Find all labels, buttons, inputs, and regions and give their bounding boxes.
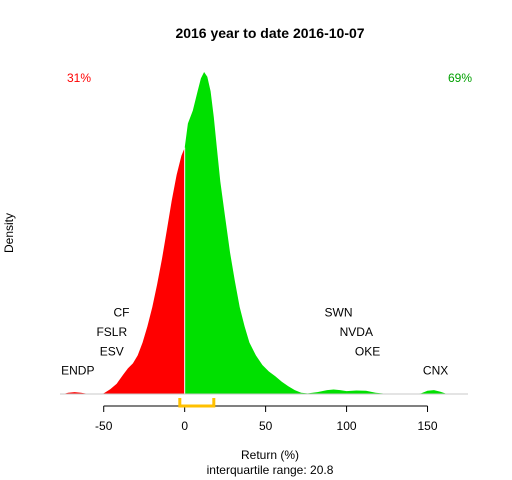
x-tick-label: 100 xyxy=(337,419,357,433)
positive-returns-area xyxy=(184,72,447,394)
x-tick-label: 50 xyxy=(259,419,273,433)
ticker-annotation: CF xyxy=(114,306,130,320)
negative-share-label: 31% xyxy=(67,71,91,85)
negative-returns-area xyxy=(63,147,185,394)
x-tick-label: 0 xyxy=(181,419,188,433)
density-area-group xyxy=(63,72,447,394)
interquartile-range-bracket xyxy=(178,398,216,408)
x-tick-label: 150 xyxy=(418,419,438,433)
ticker-annotation: FSLR xyxy=(96,325,127,339)
ticker-annotations: CF FSLR ESV ENDP SWN NVDA OKE CNX xyxy=(61,306,448,378)
x-axis-ticks: -50 0 50 100 150 xyxy=(95,406,438,433)
ticker-annotation: NVDA xyxy=(340,325,373,339)
x-axis-label: Return (%) xyxy=(241,448,299,462)
ticker-annotation: CNX xyxy=(423,364,448,378)
iqr-subtitle: interquartile range: 20.8 xyxy=(207,463,334,477)
positive-share-label: 69% xyxy=(448,71,472,85)
ticker-annotation: ESV xyxy=(100,344,124,358)
chart-title: 2016 year to date 2016-10-07 xyxy=(175,25,364,41)
x-tick-label: -50 xyxy=(95,419,113,433)
ticker-annotation: SWN xyxy=(325,306,353,320)
ticker-annotation: OKE xyxy=(355,344,380,358)
y-axis-label: Density xyxy=(2,213,16,253)
ticker-annotation: ENDP xyxy=(61,364,94,378)
